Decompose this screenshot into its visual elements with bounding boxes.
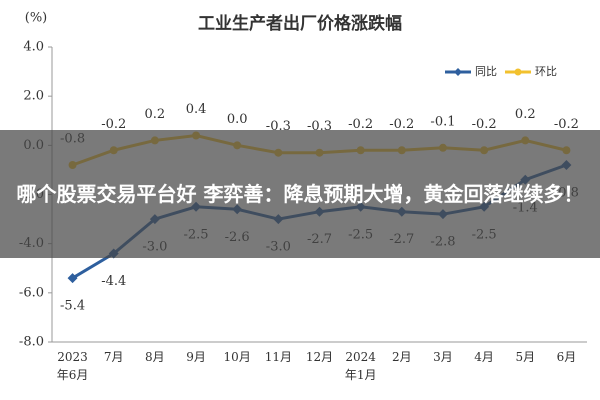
y-tick-label: -8.0 xyxy=(19,335,44,350)
legend-label: 环比 xyxy=(535,65,557,78)
data-label: 0.2 xyxy=(515,107,536,122)
data-label: 0.0 xyxy=(227,112,248,127)
data-label: -5.4 xyxy=(60,299,85,314)
data-label: -0.2 xyxy=(389,117,414,132)
data-label: -0.1 xyxy=(430,114,455,129)
data-label: 0.2 xyxy=(145,107,166,122)
x-tick-label: 7月 xyxy=(103,350,124,364)
chart-title: 工业生产者出厂价格涨跌幅 xyxy=(198,13,402,34)
x-tick-label: 8月 xyxy=(145,350,165,364)
data-label: -0.2 xyxy=(554,117,579,132)
x-tick-label: 11月 xyxy=(264,350,292,364)
x-tick-label: 12月 xyxy=(305,350,334,364)
data-label: -0.2 xyxy=(472,117,497,132)
legend-marker xyxy=(454,68,462,76)
data-label: -0.2 xyxy=(348,117,373,132)
x-tick-label: 2024年1月 xyxy=(344,350,377,382)
legend-label: 同比 xyxy=(475,65,497,78)
legend-marker xyxy=(514,68,522,76)
x-tick-label: 4月 xyxy=(474,350,494,364)
x-tick-label: 2月 xyxy=(391,350,412,364)
data-label: 0.4 xyxy=(186,102,207,117)
x-tick-label: 10月 xyxy=(223,350,251,364)
x-tick-label: 3月 xyxy=(433,350,453,364)
x-tick-label: 9月 xyxy=(186,350,206,364)
x-tick-label: 6月 xyxy=(556,350,577,364)
y-tick-label: 4.0 xyxy=(23,40,44,55)
data-label: -4.4 xyxy=(101,274,126,289)
y-axis-label: (%) xyxy=(25,11,48,26)
y-tick-label: -6.0 xyxy=(19,285,44,300)
y-tick-label: 2.0 xyxy=(23,89,44,104)
banner-headline: 哪个股票交易平台好 李弈善：降息预期大增，黄金回落继续多！ xyxy=(0,130,600,258)
x-tick-label: 5月 xyxy=(515,350,536,364)
data-label: -0.2 xyxy=(101,117,126,132)
x-tick-label: 2023年6月 xyxy=(56,350,89,382)
point xyxy=(67,273,78,284)
